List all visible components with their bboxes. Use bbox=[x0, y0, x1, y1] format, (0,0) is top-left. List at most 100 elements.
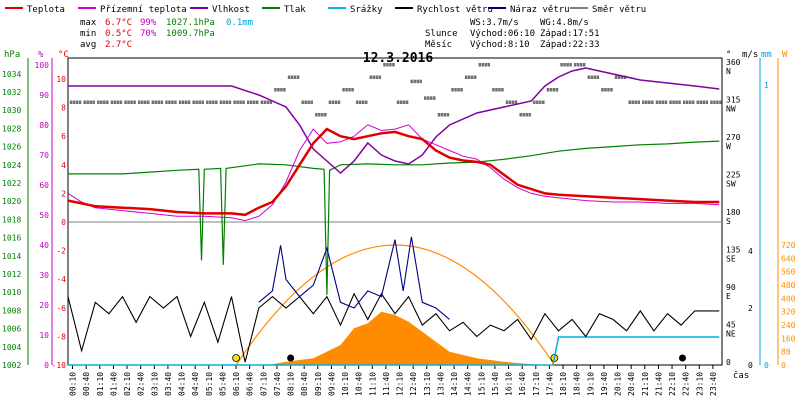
wind-direction-mark bbox=[239, 100, 242, 104]
wind-direction-mark bbox=[263, 100, 267, 104]
x-tick-label: 03:10 bbox=[150, 372, 159, 396]
wind-direction-mark bbox=[682, 100, 686, 104]
x-tick-label: 15:40 bbox=[491, 372, 500, 396]
wind-direction-mark bbox=[127, 100, 130, 104]
wind-direction-mark bbox=[331, 100, 335, 104]
radiation-tick-label: 80 bbox=[781, 348, 791, 357]
humidity-tick-label: 50 bbox=[39, 211, 49, 220]
wind-direction-mark bbox=[528, 113, 531, 117]
radiation-tick-label: 560 bbox=[781, 268, 796, 277]
wind-direction-mark bbox=[293, 75, 297, 79]
humidity-tick-label: 100 bbox=[35, 61, 50, 70]
x-tick-label: 02:40 bbox=[137, 372, 146, 396]
wind-direction-mark bbox=[252, 100, 256, 104]
wind-direction-mark bbox=[103, 100, 106, 104]
chart-title: 12.3.2016 bbox=[363, 51, 434, 66]
x-tick-label: 21:40 bbox=[654, 372, 663, 396]
wind-direction-mark bbox=[631, 100, 634, 104]
wind-direction-mark bbox=[225, 100, 229, 104]
wind-direction-mark bbox=[106, 100, 109, 104]
radiation-tick-label: 320 bbox=[781, 308, 796, 317]
wind-direction-mark bbox=[301, 100, 304, 104]
legend-item: Teplota bbox=[5, 5, 65, 15]
wind-direction-mark bbox=[566, 63, 569, 67]
wind-direction-mark bbox=[86, 100, 89, 104]
wind-direction-mark bbox=[716, 100, 719, 104]
axes: hPa% °C1034103210301028102610241022102010… bbox=[2, 50, 796, 396]
wind-direction-mark bbox=[215, 100, 218, 104]
temperature-tick-label: -4 bbox=[56, 275, 66, 284]
wind-direction-mark bbox=[402, 100, 406, 104]
wind-direction-mark bbox=[691, 100, 695, 104]
humidity-tick-label: 80 bbox=[39, 121, 49, 130]
wind-direction-mark bbox=[89, 100, 92, 104]
x-tick-label: 18:10 bbox=[559, 372, 568, 396]
wind-direction-mark bbox=[675, 100, 678, 104]
plot-area bbox=[67, 63, 722, 366]
wind-direction-mark bbox=[719, 100, 722, 104]
wind-direction-mark bbox=[614, 75, 618, 79]
wind-direction-mark bbox=[484, 63, 488, 67]
wind-direction-mark bbox=[596, 75, 600, 79]
wind-direction-mark bbox=[498, 88, 501, 92]
wind-direction-mark bbox=[514, 100, 518, 104]
wind-direction-mark bbox=[413, 79, 416, 84]
pressure-tick-label: 1014 bbox=[2, 252, 21, 261]
wind-direction-mark bbox=[345, 88, 348, 92]
wind-direction-mark bbox=[198, 100, 201, 104]
humidity-tick-label: 20 bbox=[39, 301, 49, 310]
pressure-tick-label: 1012 bbox=[2, 270, 21, 279]
precip-tick-label: 0 bbox=[764, 361, 769, 370]
wind-direction-mark bbox=[576, 63, 580, 67]
wind-direction-mark bbox=[378, 75, 382, 79]
wind-direction-mark bbox=[165, 100, 168, 104]
wind-direction-mark bbox=[318, 113, 321, 117]
wind-direction-mark bbox=[508, 100, 512, 104]
x-tick-label: 04:10 bbox=[178, 372, 187, 396]
wind-direction-mark bbox=[337, 100, 341, 104]
wind-direction-mark bbox=[563, 63, 566, 67]
pressure-tick-label: 1020 bbox=[2, 197, 21, 206]
precip-unit: mm bbox=[761, 50, 772, 60]
wind-direction-mark bbox=[116, 100, 120, 104]
wind-direction-mark bbox=[206, 100, 209, 104]
wind-direction-mark bbox=[342, 88, 345, 92]
stats-label: min bbox=[80, 29, 96, 39]
sunrise-marker bbox=[232, 354, 241, 362]
legend-label: Rychlost větru bbox=[417, 5, 493, 15]
humidity-tick-label: 0 bbox=[44, 361, 49, 370]
wind-direction-mark bbox=[351, 88, 354, 92]
wind-direction-mark bbox=[233, 100, 236, 104]
wind-direction-mark bbox=[511, 100, 515, 104]
wind-direction-mark bbox=[184, 100, 188, 104]
x-tick-label: 22:40 bbox=[682, 372, 691, 396]
wind-direction-mark bbox=[427, 96, 430, 100]
temperature-tick-label: 8 bbox=[61, 104, 66, 113]
wind-direction-mark bbox=[617, 75, 621, 79]
legend: Teplota Přízemní teplota Vlhkost Tlak Srážky… bbox=[5, 5, 646, 15]
wind-direction-mark bbox=[160, 100, 164, 104]
direction-name-label: SW bbox=[726, 180, 736, 189]
x-tick-label: 11:40 bbox=[382, 372, 391, 396]
pressure-tick-label: 1024 bbox=[2, 161, 21, 170]
legend-item: Vlhkost bbox=[190, 5, 250, 15]
temperature-tick-label: 4 bbox=[61, 161, 66, 170]
pressure-tick-label: 1008 bbox=[2, 306, 21, 315]
wind-direction-mark bbox=[187, 100, 191, 104]
direction-tick-label: 180 bbox=[726, 208, 741, 217]
direction-name-label: SE bbox=[726, 255, 736, 264]
wind-direction-mark bbox=[501, 88, 504, 92]
wind-direction-mark bbox=[664, 100, 668, 104]
humidity-tick-label: 10 bbox=[39, 331, 49, 340]
wind-direction-mark bbox=[536, 100, 539, 104]
wind-direction-mark bbox=[97, 100, 100, 104]
wind-direction-mark bbox=[492, 88, 495, 92]
wind-direction-mark bbox=[280, 88, 283, 92]
moon-label: Měsíc bbox=[425, 40, 452, 50]
x-tick-label: 22:10 bbox=[668, 372, 677, 396]
wind-direction-mark bbox=[705, 100, 709, 104]
wind-direction-mark bbox=[688, 100, 692, 104]
stats-pressure: 1027.1hPa bbox=[166, 18, 215, 28]
legend-label: Směr větru bbox=[592, 5, 646, 15]
